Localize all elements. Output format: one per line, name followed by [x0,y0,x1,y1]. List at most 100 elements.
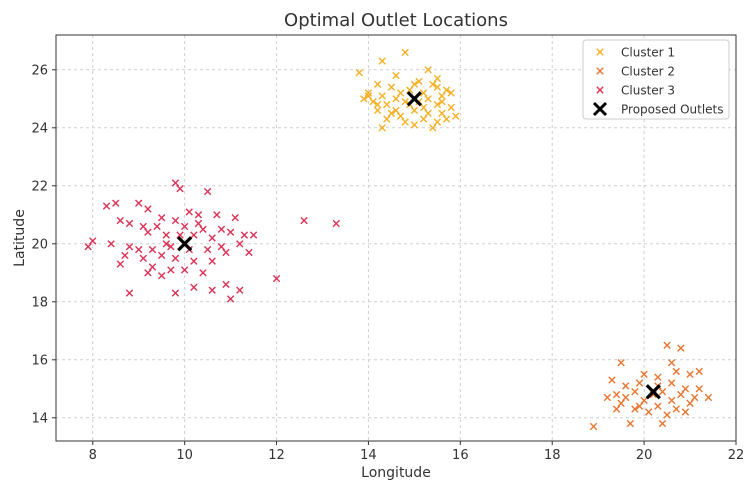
proposed-outlet-marker [645,384,661,400]
cluster-3-point [300,216,308,225]
x-tick-label: 18 [544,448,561,463]
cluster-2-point [663,341,671,349]
legend-label-4: Proposed Outlets [621,103,724,117]
cluster-2-point [622,393,630,402]
cluster-3-point [112,199,120,207]
cluster-3-point [89,237,97,245]
cluster-3-point [226,295,235,303]
cluster-2-point [622,382,630,390]
cluster-1-point [401,48,409,57]
cluster-3-point [236,286,244,294]
cluster-1-point [383,100,391,109]
cluster-1-point [373,80,382,88]
cluster-2-point [635,402,644,410]
cluster-1-point [442,86,451,94]
cluster-1-point [360,95,368,103]
cluster-3-point [135,245,143,254]
x-tick-label: 22 [728,448,745,463]
cluster-1-point [392,106,400,115]
cluster-3-point [84,243,92,251]
cluster-1-point [392,71,400,80]
cluster-2-point [686,370,694,378]
legend: Cluster 1 Cluster 2 Cluster 3 Proposed Outl… [582,39,730,120]
cluster-3-point [121,251,129,260]
cluster-3-point [190,283,198,291]
cluster-1-point [433,118,442,126]
cluster-3-point [222,248,230,257]
cluster-3-point [144,205,152,213]
x-tick-label: 14 [360,448,377,463]
cluster-1-point [373,106,382,115]
cluster-2-point [608,376,616,384]
cluster-3-point [180,266,189,274]
y-tick-label: 14 [31,411,48,426]
y-tick-label: 20 [31,237,48,252]
cluster-1-point [438,92,446,100]
cluster-3-point [199,225,207,233]
cluster-3-point [157,251,166,260]
legend-marker-3 [596,86,604,94]
cluster-1-point [415,77,423,86]
cluster-3-point [213,211,221,219]
cluster-1-point [419,89,428,97]
cluster-2-point [686,399,694,407]
y-tick-label: 22 [31,179,48,194]
cluster-1-point [447,89,455,97]
cluster-3-point [217,225,226,233]
cluster-2-point [631,405,639,413]
proposed-outlet-marker [406,91,423,107]
x-tick-label: 16 [452,448,469,463]
cluster-1-point [396,112,405,120]
cluster-2-point [654,402,662,410]
cluster-1-point [378,57,386,65]
cluster-3-point [171,289,180,297]
cluster-1-point [410,106,419,115]
cluster-1-point [424,95,432,103]
x-axis-label: Longitude [361,465,431,481]
x-tick-label: 10 [176,448,193,463]
cluster-2-point [677,344,685,352]
cluster-2-point [667,379,676,387]
data-points [84,48,713,431]
x-tick-label: 8 [89,448,97,463]
cluster-1-point [438,98,446,106]
y-axis-label: Latitude [12,209,28,267]
cluster-1-point [401,118,409,126]
cluster-3-point [208,286,216,294]
cluster-3-point [194,219,203,228]
cluster-2-point [658,388,667,396]
cluster-2-point [672,367,680,376]
cluster-1-point [438,109,446,117]
cluster-1-point [429,124,437,132]
cluster-2-point [695,385,703,393]
cluster-2-point [640,370,648,378]
cluster-3-point [171,179,180,187]
cluster-2-point [617,399,625,407]
cluster-3-point [144,269,152,277]
cluster-3-point [148,245,157,254]
cluster-1-point [378,92,386,100]
cluster-3-point [157,214,166,222]
cluster-3-point [171,216,180,225]
cluster-2-point [667,359,676,367]
cluster-3-point [153,222,161,231]
cluster-2-point [617,359,625,367]
cluster-3-point [190,231,198,239]
cluster-1-point [424,109,432,117]
cluster-3-point [148,263,157,271]
cluster-3-point [135,199,143,207]
legend-label-3: Cluster 3 [621,84,675,98]
cluster-1-point [433,100,442,109]
cluster-1-point [410,121,419,129]
cluster-3-point [180,222,189,231]
cluster-1-point [410,80,419,88]
cluster-3-point [116,260,125,268]
chart-title: Optimal Outlet Locations [284,10,508,31]
cluster-2-point [677,390,685,399]
cluster-2-point [626,419,635,428]
cluster-3-point [176,231,184,239]
x-tick-label: 12 [268,448,285,463]
cluster-2-point [635,379,644,387]
cluster-1-point [406,86,414,94]
y-tick-label: 26 [31,63,48,78]
